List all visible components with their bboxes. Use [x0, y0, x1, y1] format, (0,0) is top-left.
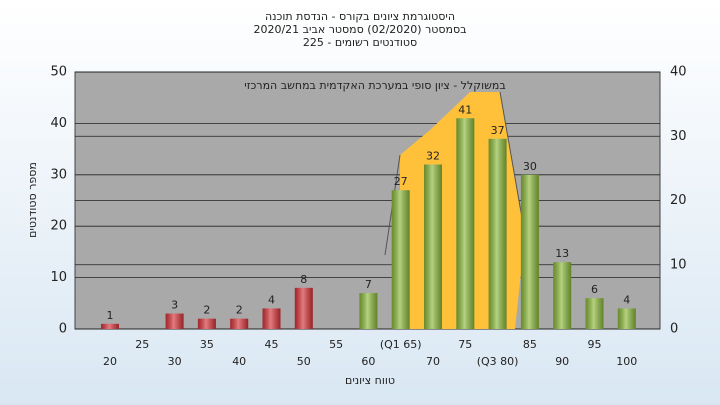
x-tick-label: 85 [523, 338, 537, 351]
y-tick-label: 30 [50, 167, 67, 182]
y2-tick-label: 20 [670, 193, 687, 208]
bar [359, 293, 378, 329]
y-axis-label: מספר סטודנטים [26, 162, 39, 238]
value-label: 2 [203, 304, 210, 317]
value-label: 41 [458, 103, 472, 116]
y-tick-label: 10 [50, 270, 67, 285]
bar [230, 318, 249, 329]
x-tick-label: 55 [329, 338, 343, 351]
x-tick-label: 70 [426, 355, 440, 368]
x-tick-label: (Q1 65) [380, 338, 422, 351]
x-tick-label: 90 [555, 355, 569, 368]
value-label: 3 [171, 299, 178, 312]
bar [553, 262, 572, 329]
x-tick-label: 30 [168, 355, 182, 368]
value-label: 30 [523, 160, 537, 173]
bar [391, 190, 410, 329]
chart-title: היסטוגרמת ציונים בקורס - הנדסת תוכנה [265, 10, 455, 23]
value-label: 6 [591, 283, 598, 296]
bar [456, 118, 475, 329]
value-label: 4 [268, 293, 275, 306]
y-tick-label: 40 [50, 116, 67, 131]
x-tick-label: (Q3 80) [477, 355, 519, 368]
chart-subtitle: סטודנטים רשומים - 225 [303, 36, 417, 49]
value-label: 1 [107, 309, 114, 322]
value-label: 4 [623, 293, 630, 306]
x-tick-label: 100 [616, 355, 637, 368]
bar [617, 308, 636, 329]
x-tick-label: 95 [588, 338, 602, 351]
y-tick-label: 20 [50, 219, 67, 234]
y2-tick-label: 30 [670, 129, 687, 144]
value-label: 32 [426, 150, 440, 163]
value-label: 2 [236, 304, 243, 317]
x-axis-label: טווח ציונים [345, 374, 395, 387]
curve-line [499, 91, 526, 236]
bar [585, 298, 604, 329]
x-tick-label: 25 [135, 338, 149, 351]
x-tick-label: 40 [232, 355, 246, 368]
y2-tick-label: 10 [670, 257, 687, 272]
x-tick-label: 45 [265, 338, 279, 351]
y-tick-label: 50 [50, 65, 67, 80]
bar [520, 174, 539, 329]
x-tick-label: 20 [103, 355, 117, 368]
value-label: 37 [491, 124, 505, 137]
y-tick-label: 0 [59, 322, 67, 337]
bar [294, 287, 313, 329]
x-tick-label: 75 [458, 338, 472, 351]
value-label: 27 [394, 175, 408, 188]
bar [262, 308, 281, 329]
bar [165, 313, 184, 329]
x-tick-label: 50 [297, 355, 311, 368]
bar [101, 323, 119, 329]
bar [488, 138, 507, 329]
value-label: 7 [365, 278, 372, 291]
x-tick-label: 35 [200, 338, 214, 351]
y2-tick-label: 0 [670, 322, 678, 337]
value-label: 13 [555, 247, 569, 260]
value-label: 8 [300, 273, 307, 286]
annotation: במשוקלל - ציון סופי במערכת האקדמית במחשב… [244, 79, 505, 92]
bar [424, 164, 442, 329]
bar [197, 318, 216, 329]
chart-subtitle: בסמסטר (02/2020) סמסטר אביב 2020/21 [253, 23, 466, 36]
x-tick-label: 60 [361, 355, 375, 368]
y2-tick-label: 40 [670, 65, 687, 80]
